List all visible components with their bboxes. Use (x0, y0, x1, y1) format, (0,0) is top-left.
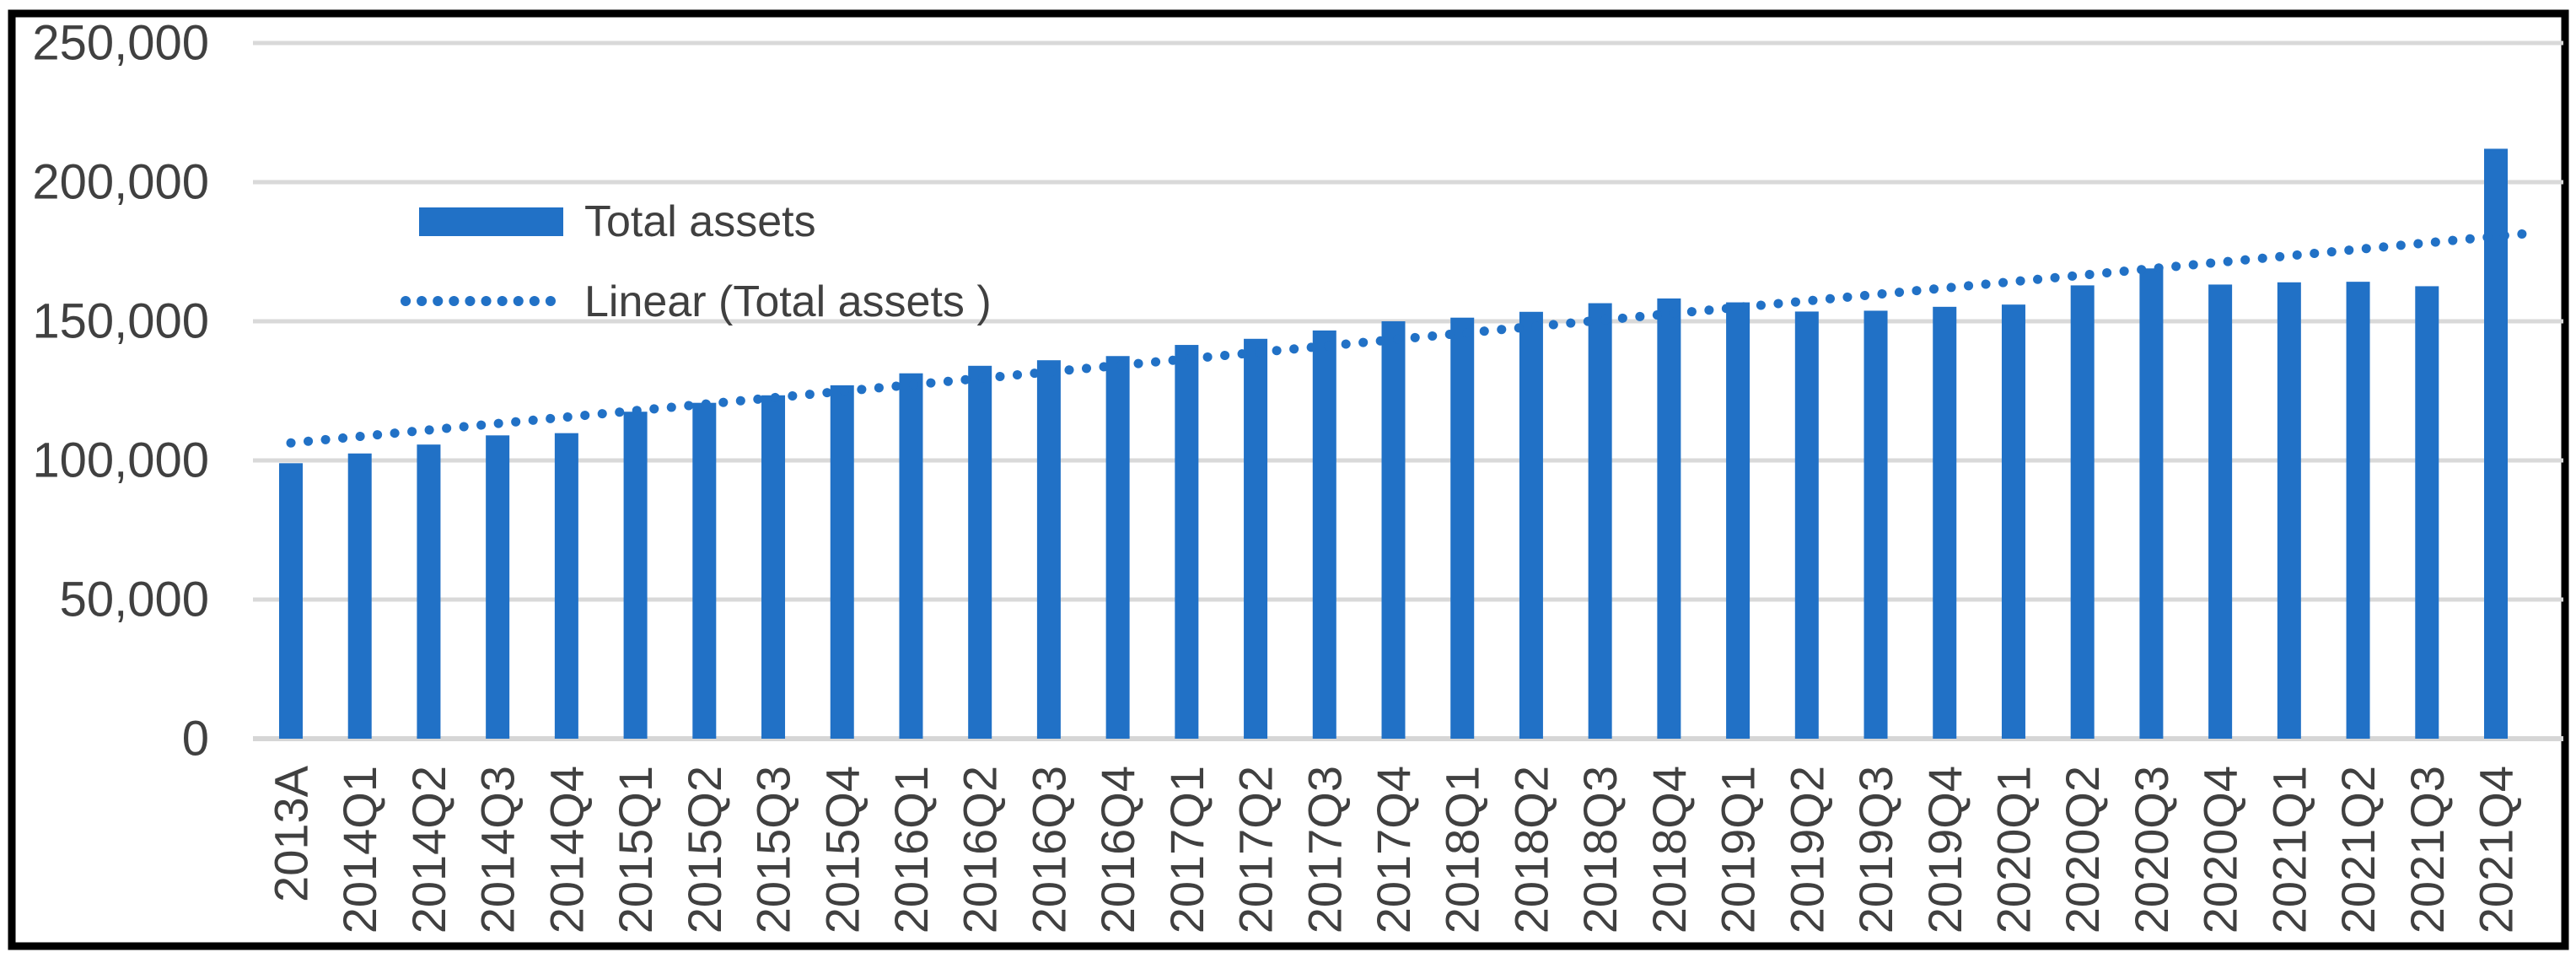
bar-2021Q1 (2277, 282, 2301, 739)
bar-2015Q1 (623, 412, 648, 739)
x-tick-label-2020Q1: 2020Q1 (1987, 766, 2040, 933)
bar-2021Q2 (2346, 282, 2370, 739)
bar-2014Q3 (486, 435, 510, 739)
bar-2015Q4 (830, 385, 854, 739)
bar-2016Q4 (1105, 356, 1130, 739)
bar-2018Q3 (1588, 303, 1612, 739)
y-tick-label: 150,000 (32, 294, 209, 349)
x-tick-label-2018Q4: 2018Q4 (1643, 766, 1696, 933)
x-tick-label-2017Q1: 2017Q1 (1160, 766, 1213, 933)
bar-2015Q3 (761, 395, 786, 739)
linear-trendline (286, 228, 2541, 448)
x-tick-label-2021Q1: 2021Q1 (2262, 766, 2315, 933)
bar-2013A (279, 463, 303, 739)
y-tick-label: 0 (182, 712, 209, 767)
bar-2014Q1 (347, 453, 372, 739)
bar-2019Q2 (1794, 311, 1819, 739)
x-tick-label-2019Q2: 2019Q2 (1780, 766, 1833, 933)
x-tick-label-2014Q2: 2014Q2 (402, 766, 455, 933)
bar-2020Q3 (2139, 268, 2164, 739)
trendline-dotted (286, 228, 2541, 448)
bar-2014Q4 (554, 433, 578, 739)
bar-2017Q2 (1244, 338, 1268, 739)
bar-2014Q2 (417, 444, 441, 739)
x-tick-label-2017Q2: 2017Q2 (1229, 766, 1283, 933)
x-tick-label-2013A: 2013A (265, 765, 318, 902)
bar-2017Q4 (1381, 321, 1406, 739)
x-tick-label-2021Q3: 2021Q3 (2401, 766, 2454, 933)
bar-2017Q1 (1175, 345, 1199, 739)
x-tick-label-2020Q4: 2020Q4 (2194, 766, 2247, 933)
x-tick-label-2018Q1: 2018Q1 (1436, 766, 1489, 933)
y-tick-label: 200,000 (32, 155, 209, 210)
bar-2019Q4 (1933, 306, 1957, 740)
bar-2021Q3 (2415, 286, 2439, 739)
x-tick-label-2020Q2: 2020Q2 (2056, 766, 2109, 933)
legend-bar-swatch-icon (419, 207, 563, 236)
x-tick-label-2016Q3: 2016Q3 (1022, 766, 1075, 933)
x-tick-label-2019Q3: 2019Q3 (1849, 766, 1902, 933)
x-tick-label-2016Q1: 2016Q1 (885, 766, 938, 933)
bar-2018Q4 (1657, 298, 1681, 739)
x-tick-label-2019Q1: 2019Q1 (1712, 766, 1765, 933)
x-tick-label-2017Q4: 2017Q4 (1367, 766, 1420, 933)
x-tick-label-2014Q4: 2014Q4 (540, 766, 593, 933)
x-tick-label-2014Q1: 2014Q1 (333, 766, 386, 933)
x-tick-label-2015Q3: 2015Q3 (747, 766, 800, 933)
bar-2017Q3 (1312, 330, 1336, 739)
y-tick-label: 100,000 (32, 433, 209, 488)
x-tick-label-2019Q4: 2019Q4 (1918, 766, 1971, 933)
bar-2016Q3 (1036, 360, 1061, 739)
bar-2020Q1 (2001, 304, 2025, 739)
chart-border (8, 9, 2569, 950)
x-tick-label-2018Q3: 2018Q3 (1573, 766, 1627, 933)
x-tick-label-2015Q1: 2015Q1 (609, 766, 662, 933)
x-tick-label-2020Q3: 2020Q3 (2125, 766, 2178, 933)
bar-2018Q1 (1450, 317, 1475, 739)
y-tick-label: 50,000 (60, 573, 209, 627)
x-tick-label-2015Q2: 2015Q2 (678, 766, 731, 933)
bar-2020Q4 (2208, 284, 2233, 739)
legend-series-label: Total assets (584, 197, 816, 246)
bar-2016Q2 (968, 365, 992, 739)
y-axis-labels: 0 50,000 100,000 150,000 200,000 250,000 (32, 16, 209, 767)
bar-series-total-assets (279, 148, 2508, 740)
bar-2020Q2 (2070, 285, 2095, 739)
x-tick-label-2021Q4: 2021Q4 (2470, 766, 2523, 933)
legend-trend-label: Linear (Total assets ) (584, 277, 992, 326)
x-tick-label-2021Q2: 2021Q2 (2331, 766, 2385, 933)
x-axis-labels: 2013A 2014Q1 2014Q2 2014Q3 2014Q4 2015Q1 2015Q… (265, 765, 2523, 933)
bar-2016Q1 (899, 373, 923, 739)
bar-2021Q4 (2484, 148, 2508, 739)
x-tick-label-2015Q4: 2015Q4 (815, 766, 869, 933)
bar-2015Q2 (692, 402, 717, 739)
x-tick-label-2017Q3: 2017Q3 (1298, 766, 1351, 933)
x-tick-label-2018Q2: 2018Q2 (1504, 766, 1557, 933)
x-tick-label-2016Q2: 2016Q2 (954, 766, 1007, 933)
bar-2018Q2 (1519, 311, 1543, 739)
x-tick-label-2014Q3: 2014Q3 (471, 766, 524, 933)
bar-2019Q1 (1726, 302, 1750, 739)
legend: Total assets Linear (Total assets ) (401, 197, 992, 326)
bar-2019Q3 (1863, 310, 1888, 739)
y-tick-label: 250,000 (32, 16, 209, 71)
x-tick-label-2016Q4: 2016Q4 (1091, 766, 1144, 933)
